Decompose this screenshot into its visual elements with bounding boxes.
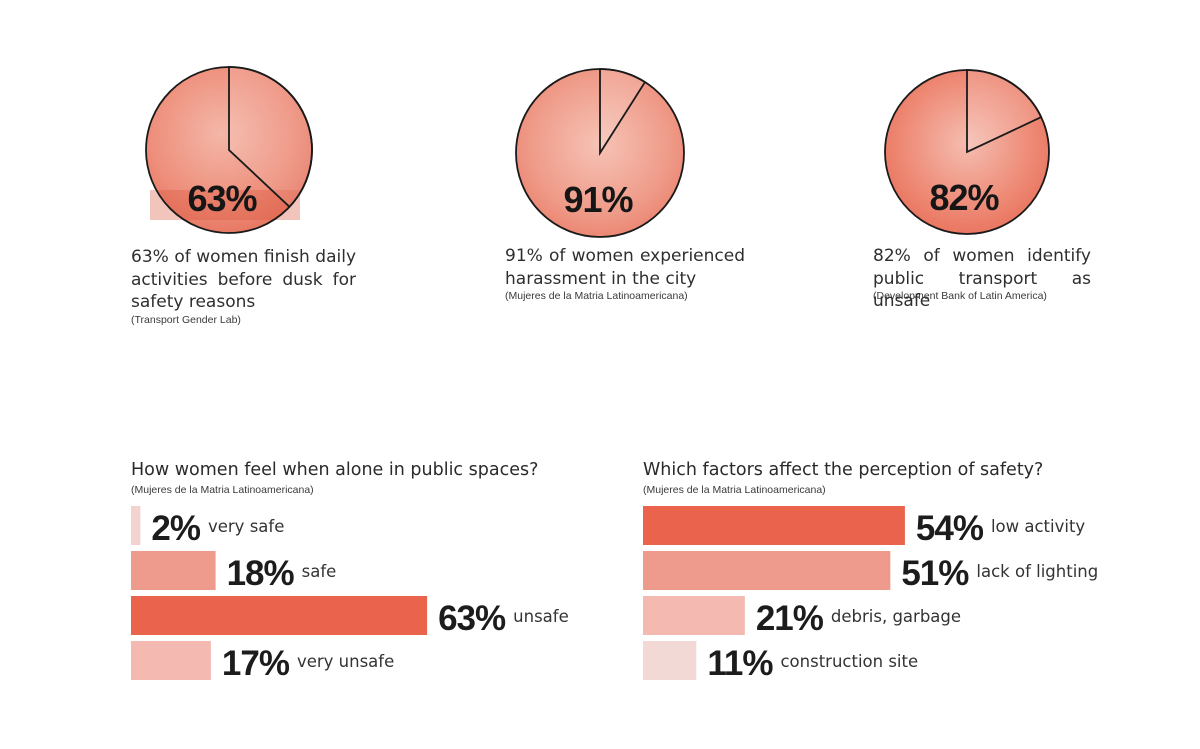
stat-source: (Mujeres de la Matria Latinoamericana): [505, 290, 688, 302]
bar-very-unsafe: [131, 641, 211, 680]
chart-title: Which factors affect the perception of s…: [643, 460, 1044, 480]
chart-source: (Mujeres de la Matria Latinoamericana): [643, 484, 826, 496]
pie-percent-label: 82%: [929, 177, 999, 218]
bar-value-label: 21%: [756, 599, 824, 638]
bar-chart-factors: Which factors affect the perception of s…: [643, 460, 1143, 690]
bar-chart-plot: 2% very safe 18% safe 63% unsafe 17% very unsaf…: [131, 506, 569, 683]
bar-category-label: very unsafe: [297, 652, 394, 671]
pie-outline: [515, 68, 685, 238]
stat-pie-2: 91%: [515, 68, 685, 238]
bar-low-activity: [643, 506, 905, 545]
pie-outline: [884, 69, 1050, 235]
bar-debris-garbage: [643, 596, 745, 635]
stat-source: (Development Bank of Latin America): [873, 290, 1047, 302]
bar-category-label: safe: [302, 562, 337, 581]
bar-value-label: 11%: [707, 644, 773, 683]
stat-card-3: 82% 82% of women identify public transpo…: [0, 0, 1200, 340]
bar-lack-of-lighting: [643, 551, 891, 590]
bar-chart-plot: 54% low activity 51% lack of lighting 21% deb…: [643, 506, 1098, 683]
stat-source: (Transport Gender Lab): [131, 314, 241, 326]
stat-card-1: 63% 63% of women finish daily activities…: [0, 0, 400, 340]
bar-value-label: 18%: [227, 554, 295, 593]
bar-value-label: 63%: [438, 599, 506, 638]
bar-category-label: unsafe: [513, 607, 569, 626]
pie-percent-label: 91%: [563, 179, 633, 220]
stat-card-2: 91% 91% of women experienced harassment …: [0, 0, 800, 340]
chart-title: How women feel when alone in public spac…: [131, 460, 539, 480]
bar-chart-feelings: How women feel when alone in public spac…: [131, 460, 601, 690]
bar-value-label: 51%: [901, 554, 969, 593]
bar-value-label: 17%: [222, 644, 290, 683]
bar-value-label: 2%: [151, 509, 200, 548]
bar-construction-site: [643, 641, 697, 680]
stat-pie-3: 82%: [884, 69, 1050, 235]
stat-description: 63% of women finish daily activities bef…: [131, 247, 356, 312]
bar-category-label: construction site: [780, 652, 918, 671]
bar-value-label: 54%: [916, 509, 984, 548]
bar-safe: [131, 551, 216, 590]
stat-pie-1: 63%: [145, 66, 313, 234]
chart-source: (Mujeres de la Matria Latinoamericana): [131, 484, 314, 496]
pie-outline: [145, 66, 313, 234]
bar-unsafe: [131, 596, 428, 635]
bar-category-label: low activity: [991, 517, 1085, 536]
stat-description: 82% of women identify public transport a…: [873, 246, 1091, 311]
stat-description: 91% of women experienced harassment in t…: [505, 246, 745, 289]
bar-category-label: debris, garbage: [831, 607, 961, 626]
bar-category-label: lack of lighting: [976, 562, 1098, 581]
bar-category-label: very safe: [208, 517, 284, 536]
pie-percent-label: 63%: [187, 178, 257, 219]
bar-very-safe: [131, 506, 141, 545]
